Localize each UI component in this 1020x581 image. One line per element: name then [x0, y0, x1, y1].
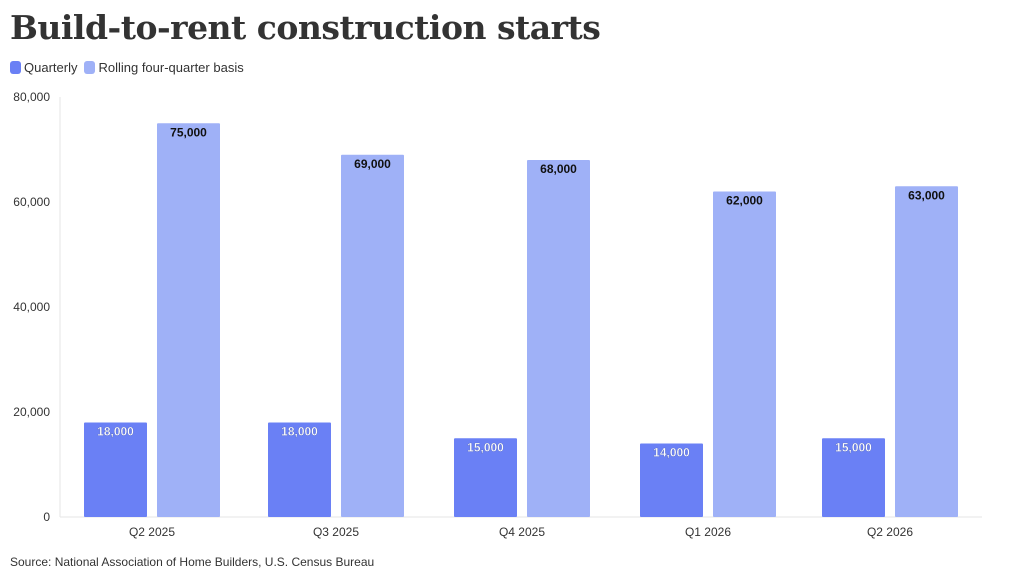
- bar-rolling: [895, 186, 958, 517]
- legend-swatch-quarterly: [10, 61, 21, 74]
- legend-item-quarterly[interactable]: Quarterly: [10, 60, 77, 75]
- data-label-quarterly: 15,000: [835, 440, 872, 454]
- data-label-rolling: 63,000: [908, 188, 945, 202]
- x-tick-label: Q3 2025: [313, 525, 359, 539]
- y-tick-label: 40,000: [13, 300, 50, 314]
- x-tick-label: Q2 2026: [867, 525, 913, 539]
- data-label-rolling: 69,000: [354, 157, 391, 171]
- bar-quarterly: [822, 438, 885, 517]
- data-label-rolling: 62,000: [726, 194, 763, 208]
- bar-quarterly: [640, 443, 703, 517]
- bar-quarterly: [84, 422, 147, 517]
- y-tick-label: 0: [43, 510, 50, 524]
- data-label-quarterly: 18,000: [97, 425, 134, 439]
- y-tick-label: 20,000: [13, 405, 50, 419]
- data-label-rolling: 68,000: [540, 162, 577, 176]
- bar-quarterly: [454, 438, 517, 517]
- data-label-quarterly: 18,000: [281, 425, 318, 439]
- legend-label-rolling: Rolling four-quarter basis: [98, 60, 244, 75]
- legend-item-rolling[interactable]: Rolling four-quarter basis: [84, 60, 244, 75]
- data-label-rolling: 75,000: [170, 125, 207, 139]
- data-label-quarterly: 15,000: [467, 440, 504, 454]
- source-note: Source: National Association of Home Bui…: [10, 555, 375, 569]
- legend: Quarterly Rolling four-quarter basis: [10, 60, 251, 75]
- bar-rolling: [157, 123, 220, 517]
- data-label-quarterly: 14,000: [653, 446, 690, 460]
- bar-rolling: [527, 160, 590, 517]
- x-tick-label: Q2 2025: [129, 525, 175, 539]
- x-tick-label: Q4 2025: [499, 525, 545, 539]
- y-tick-label: 60,000: [13, 195, 50, 209]
- x-tick-label: Q1 2026: [685, 525, 731, 539]
- legend-label-quarterly: Quarterly: [24, 60, 78, 75]
- y-tick-label: 80,000: [13, 90, 50, 104]
- chart-title: Build-to-rent construction starts: [10, 8, 601, 47]
- bar-rolling: [713, 191, 776, 517]
- bar-rolling: [341, 154, 404, 517]
- bar-chart: 0 20,000 40,000 60,000 80,000 18,000 75,000 Q2 …: [13, 90, 982, 539]
- bar-quarterly: [268, 422, 331, 517]
- legend-swatch-rolling: [84, 61, 96, 74]
